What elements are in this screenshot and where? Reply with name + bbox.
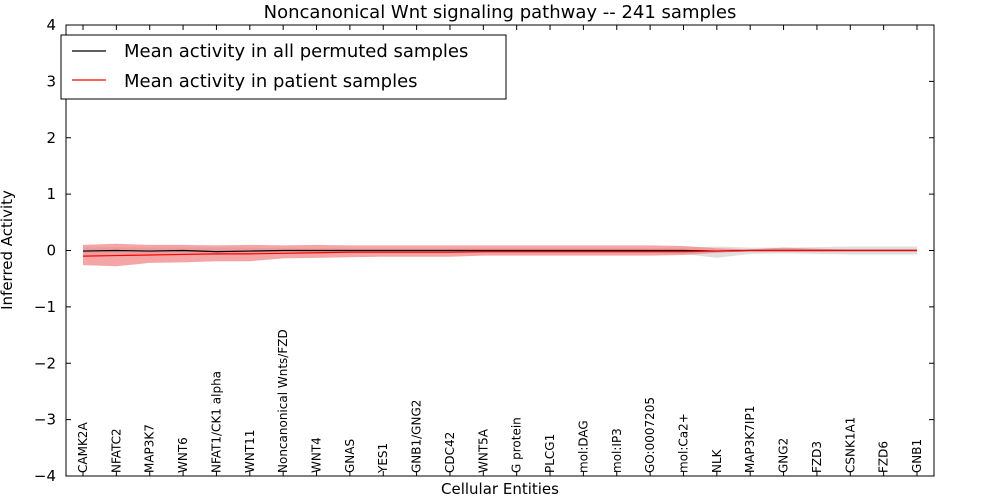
x-tick-label: WNT6 [176, 437, 190, 473]
y-tick-label: 0 [46, 242, 56, 260]
x-tick-label: mol:Ca2+ [676, 413, 690, 473]
x-tick-label: mol:DAG [576, 420, 590, 473]
y-tick-label: 2 [46, 129, 56, 147]
legend-label-permuted: Mean activity in all permuted samples [124, 41, 468, 62]
y-tick-label: 1 [46, 185, 56, 203]
legend-label-patient: Mean activity in patient samples [124, 71, 418, 92]
x-tick-label: G protein [510, 417, 524, 473]
x-tick-label: WNT11 [243, 430, 257, 473]
x-axis-label: Cellular Entities [441, 480, 559, 498]
x-tick-label: FZD6 [877, 441, 891, 473]
x-tick-label: CSNK1A1 [843, 417, 857, 473]
confidence-bands [83, 243, 917, 267]
x-tick-label: PLCG1 [543, 434, 557, 473]
x-tick-label: MAP3K7 [143, 424, 157, 473]
x-tick-label: YES1 [376, 443, 390, 474]
x-tick-label: GNB1 [910, 439, 924, 473]
x-tick-label: Noncanonical Wnts/FZD [276, 329, 290, 473]
legend-box [60, 34, 507, 100]
y-tick-label: −4 [34, 467, 56, 485]
x-tick-label: GNG2 [777, 438, 791, 473]
x-tick-label: mol:IP3 [610, 428, 624, 473]
y-tick-label: 3 [46, 72, 56, 90]
x-tick-label: WNT4 [310, 437, 324, 473]
y-tick-label: 4 [46, 16, 56, 34]
band-patient [83, 243, 917, 267]
x-tick-label: NFAT1/CK1 alpha [209, 371, 223, 473]
y-axis-label: Inferred Activity [0, 190, 16, 310]
series-lines [82, 249, 917, 257]
legend: Mean activity in all permuted samples Me… [60, 34, 507, 100]
x-tick-label: WNT5A [476, 428, 490, 473]
chart-title: Noncanonical Wnt signaling pathway -- 24… [264, 2, 737, 23]
x-tick-label: NLK [710, 448, 724, 473]
x-tick-label: CAMK2A [76, 422, 90, 473]
y-tick-label: −1 [34, 298, 56, 316]
x-tick-label: CDC42 [443, 432, 457, 473]
x-tick-label: GNAS [343, 439, 357, 473]
y-tick-label: −3 [34, 411, 56, 429]
y-tick-label: −2 [34, 354, 56, 372]
x-tick-label: GO:0007205 [643, 397, 657, 473]
x-tick-label: FZD3 [810, 441, 824, 473]
x-tick-label: GNB1/GNG2 [410, 400, 424, 473]
x-tick-label: MAP3K7IP1 [743, 406, 757, 473]
x-axis: CAMK2A NFATC2 MAP3K7 WNT6 NFAT1/CK1 alpha WNT… [76, 25, 924, 476]
y-axis: −4 −3 −2 −1 0 1 2 3 4 [34, 16, 934, 485]
x-tick-label: NFATC2 [109, 428, 123, 473]
line-patient [82, 249, 917, 257]
